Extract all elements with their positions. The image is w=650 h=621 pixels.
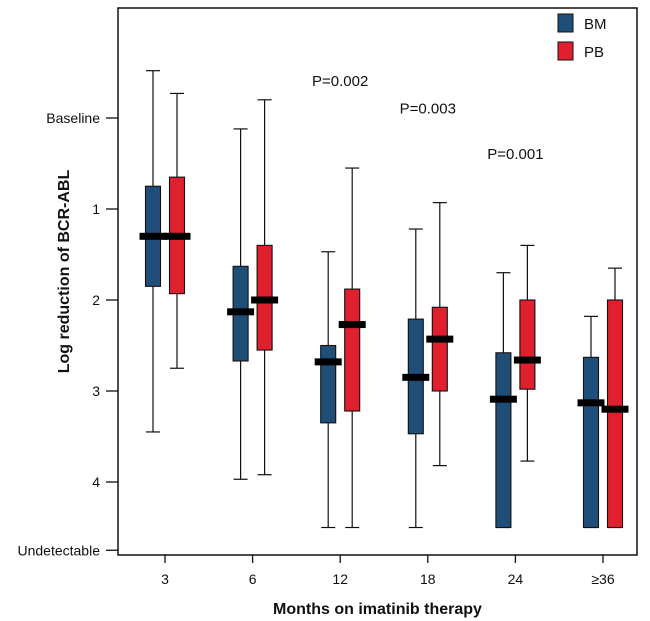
pb-box — [606, 299, 624, 529]
pb-median — [513, 356, 541, 364]
legend-label-bm: BM — [584, 16, 607, 33]
bm-median — [577, 399, 605, 407]
bm-box — [320, 344, 337, 424]
bm-box — [582, 356, 600, 529]
bm-median — [489, 395, 517, 403]
bm-median — [227, 308, 255, 316]
y-tick-label: 2 — [92, 292, 100, 308]
y-tick-label: 3 — [92, 383, 100, 399]
x-tick-label: 24 — [508, 571, 524, 587]
bm-median — [139, 232, 167, 240]
y-tick-label: 4 — [92, 474, 100, 490]
plot-frame — [117, 7, 638, 556]
pb-median — [426, 335, 454, 343]
pb-median — [338, 321, 366, 329]
pb-box — [344, 288, 361, 412]
x-tick-label: 12 — [332, 571, 348, 587]
bm-box — [495, 352, 512, 529]
p-value-annotation: P=0.003 — [400, 100, 456, 117]
pb-box — [431, 306, 448, 392]
x-axis-title: Months on imatinib therapy — [273, 601, 482, 618]
legend-swatch-pb — [557, 41, 574, 61]
x-tick-label: 6 — [249, 571, 257, 587]
x-tick-label: 3 — [161, 571, 169, 587]
x-tick-label: 18 — [420, 571, 436, 587]
bm-median — [314, 358, 342, 366]
pb-median — [601, 405, 629, 413]
pb-median — [251, 296, 279, 304]
y-tick-label: 1 — [92, 201, 100, 217]
p-value-annotation: P=0.001 — [487, 146, 543, 163]
y-axis-title: Log reduction of BCR-ABL — [56, 170, 73, 374]
legend-label-pb: PB — [584, 44, 604, 61]
pb-median — [163, 232, 191, 240]
y-tick-label: Baseline — [46, 110, 100, 126]
y-tick-label: Undetectable — [17, 542, 100, 558]
pb-box — [519, 299, 536, 390]
bm-median — [402, 373, 430, 381]
p-value-annotation: P=0.002 — [312, 73, 368, 90]
x-tick-label: ≥36 — [591, 571, 614, 587]
legend-swatch-bm — [557, 13, 574, 33]
